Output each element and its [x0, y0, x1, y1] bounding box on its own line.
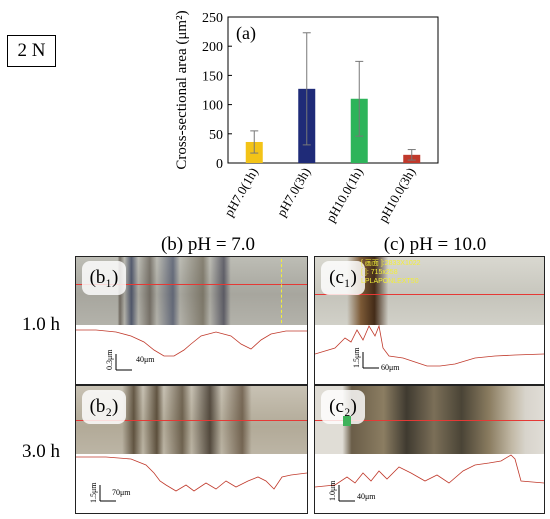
y-tick-label: 50: [209, 128, 223, 143]
scale-bar-b2: 70μm 1.5μm: [89, 482, 131, 503]
scale-x-c1: 60μm: [381, 363, 400, 372]
overlay-marks-b1: [281, 259, 304, 323]
scale-bar-c2: 40μm 1.0μm: [328, 480, 376, 502]
micrograph-b2: (b₂): [76, 386, 307, 454]
x-tick-label: pH7.0(3h): [273, 165, 313, 219]
profile-line-b2: [76, 456, 307, 492]
scale-y-c2: 1.0μm: [328, 480, 337, 501]
chart-panel-label: (a): [236, 23, 256, 44]
overlay-text-c1-2: [ ]: 715x258: [361, 269, 398, 276]
profile-line-c1: [315, 324, 544, 367]
overlay-text-c1-3: LPLAPONLEXT50: [361, 278, 419, 285]
profile-b1: 40μm 0.3μm: [76, 329, 307, 371]
cut-line-b2: [76, 420, 307, 421]
y-axis-label: Cross-sectional area (μm²): [174, 10, 190, 169]
cut-line-b1: [76, 284, 307, 285]
y-tick-label: 100: [202, 99, 223, 114]
scale-bar-b1: 40μm 0.3μm: [105, 349, 155, 371]
scale-x-c2: 40μm: [357, 492, 376, 501]
overlay-text-c1-1: [ 画面 ]:2833X1022: [361, 260, 421, 267]
profile-line-c2: [315, 454, 544, 488]
micrograph-c2: (c₂): [315, 386, 544, 454]
profile-b2: 70μm 1.5μm: [76, 456, 307, 503]
scale-y-b1: 0.3μm: [105, 349, 114, 370]
cut-line-c2: [315, 420, 544, 421]
x-tick-label: pH10.0(3h): [375, 165, 418, 225]
column-header-ph10: (c) pH = 10.0: [383, 234, 487, 255]
x-tick-label: pH10.0(1h): [323, 165, 366, 225]
y-tick-label: 150: [202, 69, 223, 84]
y-tick-label: 250: [202, 11, 223, 26]
micrograph-b1: (b₁): [76, 257, 307, 325]
x-tick-label: pH7.0(1h): [221, 165, 261, 219]
y-tick-label: 0: [216, 157, 223, 172]
plot-frame: [227, 16, 439, 164]
profile-line-b1: [76, 329, 307, 357]
cut-line-c1: [315, 294, 544, 295]
row-header-1h: 1.0 h: [22, 314, 60, 335]
scale-bar-c1: 60μm 1.5μm: [352, 347, 400, 372]
scale-y-c1: 1.5μm: [352, 347, 361, 368]
panel-c1: (c₁) [ 画面 ]:2833X1022 [ ]: 715x258 LPLAP…: [314, 256, 545, 385]
scale-x-b1: 40μm: [136, 355, 155, 364]
scale-y-b2: 1.5μm: [89, 482, 98, 503]
panel-b1: (b₁) 40μm 0.3μm: [75, 256, 308, 385]
column-header-ph7: (b) pH = 7.0: [160, 234, 256, 255]
panel-label-b2: (b₂): [82, 390, 126, 424]
scale-x-b2: 70μm: [112, 488, 131, 497]
profile-c1: 60μm 1.5μm: [315, 324, 544, 372]
row-header-3h: 3.0 h: [22, 441, 60, 462]
panel-label-b1: (b₁): [82, 261, 126, 295]
green-marker-c2: [343, 416, 351, 426]
panel-label-c1: (c₁): [321, 261, 365, 295]
profile-c2: 40μm 1.0μm: [315, 454, 544, 502]
micrograph-c1: (c₁) [ 画面 ]:2833X1022 [ ]: 715x258 LPLAP…: [315, 257, 544, 325]
panel-c2: (c₂) 40μm 1.0μm: [314, 385, 545, 514]
load-label: 2 N: [7, 35, 56, 67]
panel-b2: (b₂) 70μm 1.5μm: [75, 385, 308, 514]
bar-chart: 0 50 100 150 200 250 Cross-sectional area (μm²…: [174, 10, 439, 225]
y-tick-label: 200: [202, 40, 223, 55]
